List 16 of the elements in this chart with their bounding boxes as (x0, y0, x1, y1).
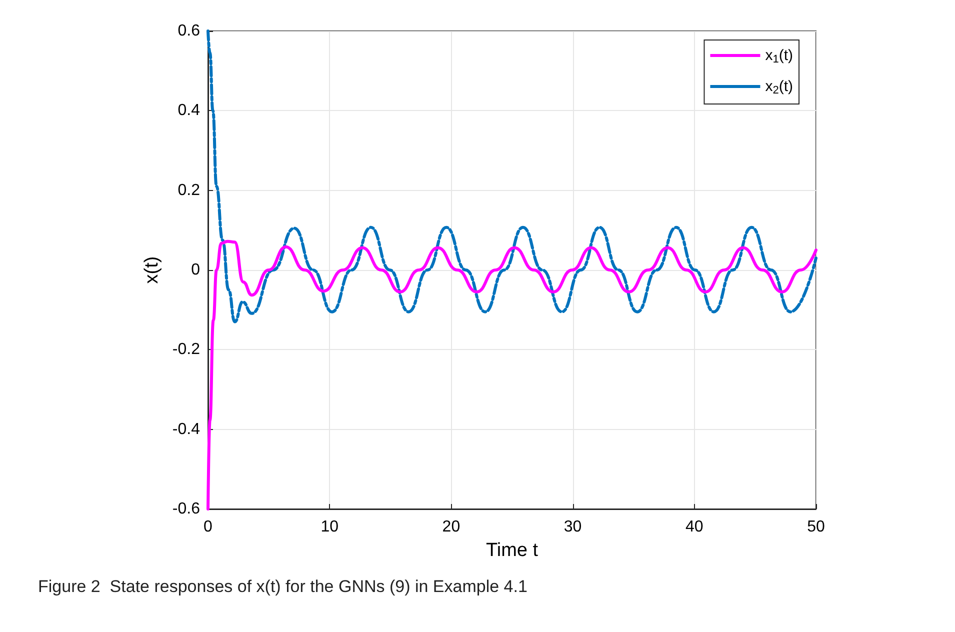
y-tick-label: 0.6 (178, 22, 200, 40)
y-axis-title: x(t) (142, 256, 163, 284)
y-tick-label: -0.6 (172, 500, 200, 518)
x-tick-label: 30 (564, 518, 582, 536)
y-tick-label: 0 (191, 262, 200, 278)
x-tick-label: 40 (686, 518, 704, 536)
x-tick-label: 10 (320, 518, 339, 536)
y-tick-label: 0.2 (178, 182, 200, 199)
y-tick-label: -0.4 (172, 420, 200, 438)
y-tick-label: 0.4 (178, 102, 200, 120)
caption: Figure 2 State responses of x(t) for the GNNs (9) in Example 4.1 (38, 577, 528, 596)
x-tick-label: 50 (807, 518, 825, 536)
y-tick-label: -0.2 (172, 341, 200, 358)
x-tick-label: 0 (204, 518, 213, 536)
x-axis-title: Time t (486, 540, 539, 561)
x-tick-label: 20 (442, 518, 460, 536)
